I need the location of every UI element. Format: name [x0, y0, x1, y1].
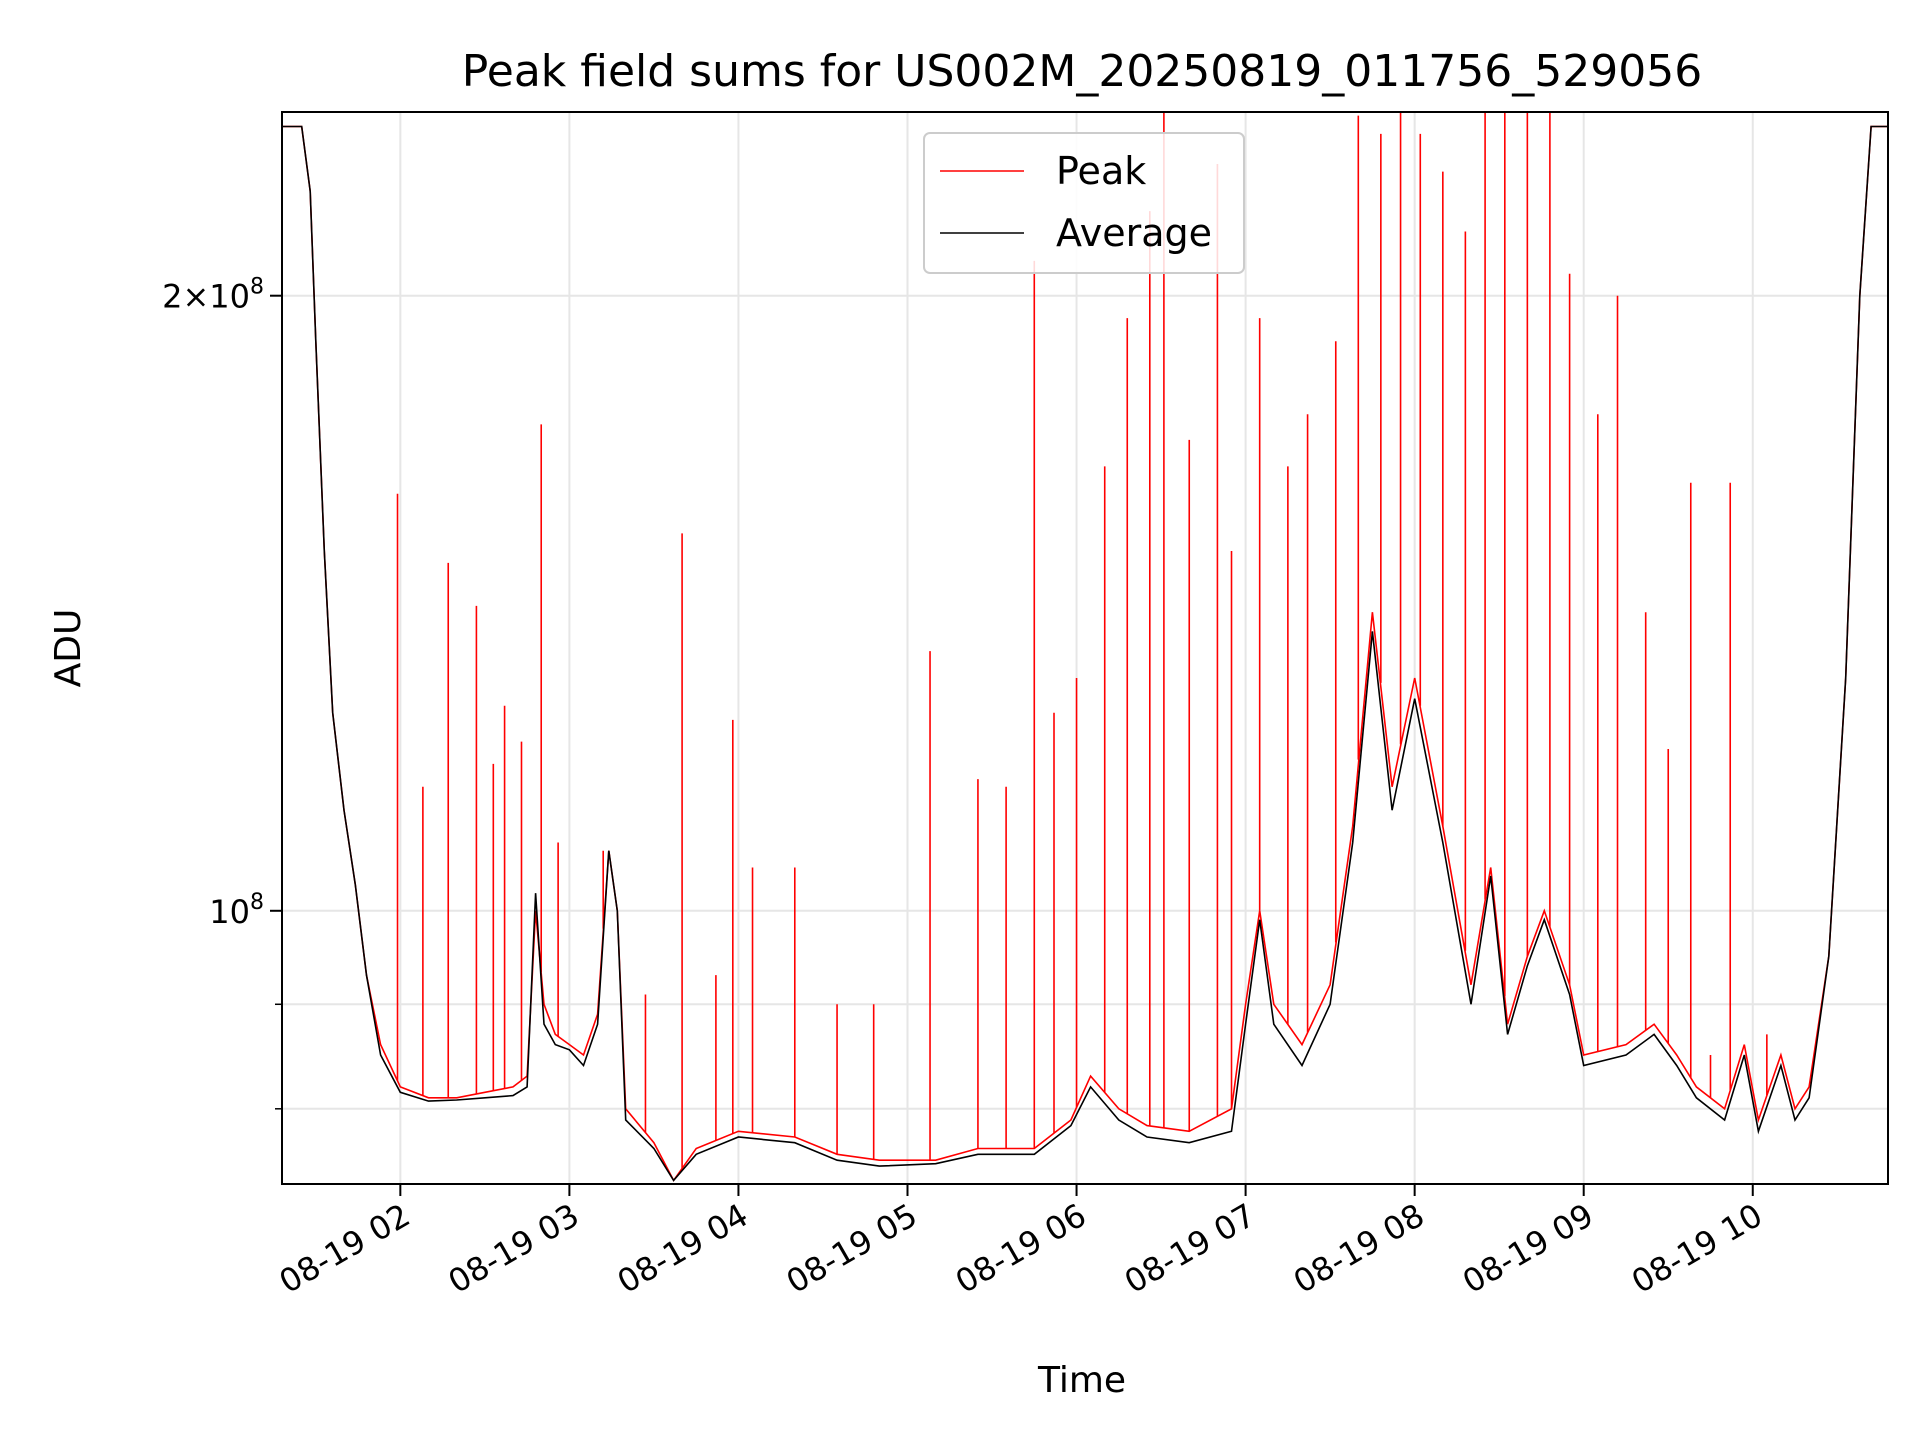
plot-series: [282, 112, 1888, 1182]
y-axis: 108 2×108: [162, 275, 282, 1110]
series-average-line: [282, 125, 1888, 1182]
series-peak-line: [282, 125, 1888, 1182]
chart-title: Peak field sums for US002M_20250819_0117…: [462, 46, 1702, 97]
y-axis-label: ADU: [48, 609, 89, 688]
plot-frame: [281, 111, 1889, 1185]
legend-box: [923, 132, 1245, 274]
legend-label-peak: Peak: [1056, 149, 1146, 193]
grid: [282, 112, 1888, 1184]
y-tick-label: 108: [209, 890, 264, 931]
legend: Peak Average: [923, 132, 1245, 274]
x-axis-label: Time: [1037, 1360, 1126, 1401]
legend-label-average: Average: [1056, 211, 1212, 255]
y-tick-label: 2×108: [162, 275, 264, 316]
